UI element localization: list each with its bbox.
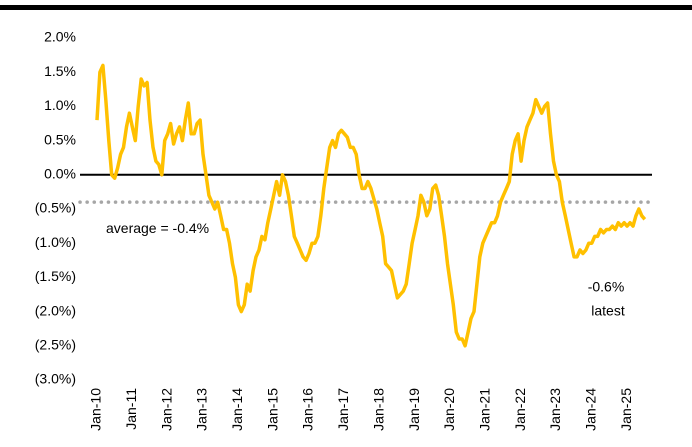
x-tick-label: Jan-14 [229,388,245,431]
y-tick-label: (0.5%) [35,200,76,216]
y-tick-label: (1.0%) [35,234,76,250]
x-tick-label: Jan-24 [582,388,598,431]
x-tick-label: Jan-13 [194,388,210,431]
y-tick-label: 0.0% [44,166,76,182]
x-tick-label: Jan-10 [88,388,104,431]
x-tick-label: Jan-22 [512,388,528,431]
latest-value: -0.6% [588,279,625,295]
y-tick-label: (2.5%) [35,337,76,353]
latest-note: latest [591,303,625,319]
x-tick-label: Jan-18 [370,388,386,431]
x-tick-label: Jan-20 [441,388,457,431]
average-label: average = -0.4% [106,220,209,236]
x-tick-label: Jan-17 [335,388,351,431]
y-tick-label: (1.5%) [35,268,76,284]
y-tick-label: (3.0%) [35,371,76,387]
top-rule [0,5,692,10]
data-line [95,63,647,348]
x-tick-label: Jan-11 [123,388,139,430]
x-tick-label: Jan-12 [158,388,174,431]
x-tick-label: Jan-15 [264,388,280,431]
y-tick-label: 1.5% [44,63,76,79]
y-tick-label: 2.0% [44,29,76,45]
x-tick-label: Jan-21 [476,388,492,431]
y-tick-label: 0.5% [44,131,76,147]
x-tick-label: Jan-25 [618,388,634,431]
y-tick-label: (2.0%) [35,302,76,318]
y-tick-label: 1.0% [44,97,76,113]
x-tick-label: Jan-23 [547,388,563,431]
x-tick-label: Jan-19 [406,388,422,431]
x-tick-label: Jan-16 [300,388,316,431]
